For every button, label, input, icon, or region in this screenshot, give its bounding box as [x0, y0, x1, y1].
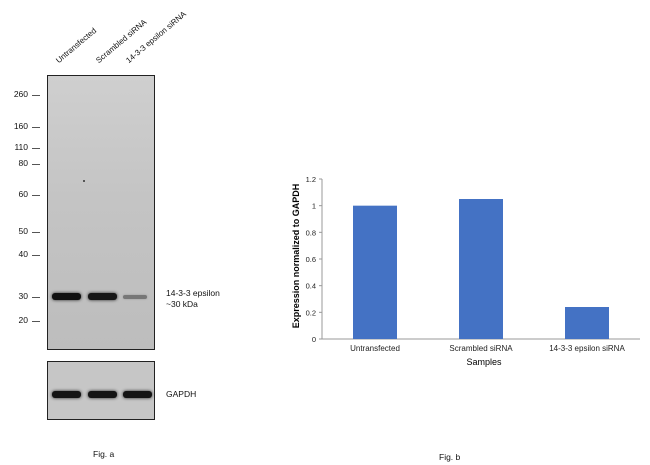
mw-tick	[32, 195, 40, 196]
gapdh-band-scrambled	[88, 391, 117, 398]
mw-marker-50: 50	[18, 226, 28, 236]
band-label-size: ~30 kDa	[166, 299, 198, 309]
bar	[565, 307, 609, 339]
protein-band-knockdown	[123, 295, 147, 299]
mw-tick	[32, 148, 40, 149]
y-tick-label: 1.2	[306, 175, 316, 184]
mw-marker-30: 30	[18, 291, 28, 301]
mw-marker-260: 260	[13, 89, 28, 99]
mw-marker-60: 60	[18, 189, 28, 199]
mw-tick	[32, 255, 40, 256]
fig-b-caption: Fig. b	[439, 452, 461, 462]
mw-marker-40: 40	[18, 249, 28, 259]
mw-tick	[32, 127, 40, 128]
gapdh-band-knockdown	[123, 391, 152, 398]
mw-tick	[32, 297, 40, 298]
mw-tick	[32, 232, 40, 233]
mw-tick	[32, 321, 40, 322]
y-tick-label: 0	[312, 335, 316, 344]
bar	[353, 205, 397, 339]
y-tick-label: 0.6	[306, 255, 316, 264]
mw-tick	[32, 95, 40, 96]
fig-a-caption: Fig. a	[93, 449, 115, 459]
band-label-name: 14-3-3 epsilon	[166, 288, 220, 298]
mw-marker-110: 110	[14, 142, 28, 152]
mw-marker-160: 160	[13, 121, 28, 131]
x-tick-label: 14-3-3 epsilon siRNA	[549, 344, 625, 353]
mw-marker-20: 20	[18, 315, 28, 325]
y-tick-label: 0.4	[306, 282, 316, 291]
x-tick-label: Scrambled siRNA	[449, 344, 513, 353]
y-tick-label: 0.8	[306, 228, 316, 237]
y-tick-label: 0.2	[306, 308, 316, 317]
y-tick-label: 1	[312, 202, 316, 211]
y-axis-label: Expression normalized to GAPDH	[291, 184, 301, 329]
x-tick-label: Untransfected	[350, 344, 400, 353]
mw-marker-80: 80	[18, 158, 28, 168]
protein-band-scrambled	[88, 293, 117, 300]
protein-band-untransfected	[52, 293, 81, 300]
mw-tick	[32, 164, 40, 165]
main-blot	[47, 75, 155, 350]
gapdh-blot	[47, 361, 155, 420]
x-axis-label: Samples	[466, 357, 502, 367]
blot-speck	[83, 180, 85, 182]
gapdh-label: GAPDH	[166, 389, 197, 399]
bar	[459, 199, 503, 339]
band-label: 14-3-3 epsilon ~30 kDa	[166, 288, 220, 310]
gapdh-band-untransfected	[52, 391, 81, 398]
